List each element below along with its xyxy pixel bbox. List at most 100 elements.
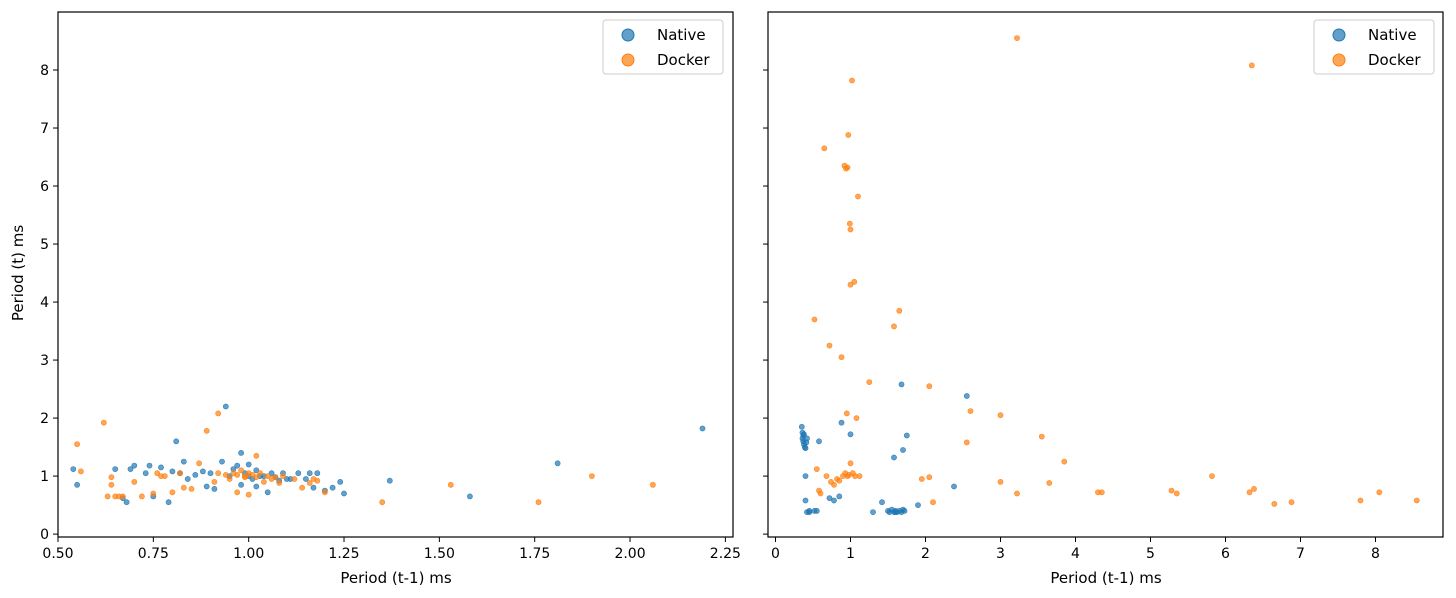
docker-point: [299, 484, 305, 491]
docker-point: [104, 493, 111, 500]
native-point: [180, 458, 187, 465]
docker-point: [314, 477, 321, 484]
docker-point: [853, 415, 860, 421]
native-point: [268, 470, 275, 477]
native-point: [306, 470, 313, 477]
native-point: [329, 484, 336, 491]
docker-point: [226, 476, 233, 482]
native-point: [891, 454, 897, 461]
left-y-tick-label: 8: [40, 63, 49, 79]
native-point: [234, 462, 241, 469]
native-point: [806, 507, 813, 514]
docker-point: [535, 499, 542, 506]
native-point: [826, 495, 833, 501]
legend-label-docker: Docker: [1368, 51, 1421, 69]
native-point: [192, 471, 199, 478]
docker-point: [1413, 497, 1420, 504]
left-y-tick-label: 0: [40, 527, 49, 543]
docker-point: [926, 474, 933, 481]
docker-point: [846, 220, 853, 227]
docker-point: [119, 493, 126, 500]
docker-point: [276, 480, 283, 486]
docker-point: [264, 473, 271, 479]
docker-point: [826, 342, 833, 349]
docker-point: [856, 473, 863, 479]
docker-point: [821, 145, 828, 152]
docker-point: [257, 470, 263, 477]
docker-point: [245, 491, 252, 498]
legend-marker-docker: [621, 53, 635, 67]
docker-point: [1376, 489, 1383, 496]
native-point: [207, 470, 214, 477]
native-point: [146, 462, 153, 469]
native-point: [831, 497, 837, 504]
docker-point: [847, 460, 854, 467]
left-y-tick-label: 3: [40, 353, 49, 369]
docker-point: [253, 474, 260, 481]
left-x-tick-label: 1.50: [424, 546, 455, 562]
docker-point: [817, 490, 824, 497]
docker-point: [215, 410, 222, 417]
docker-point: [847, 226, 854, 233]
legend-label-native: Native: [657, 26, 706, 44]
right-x-tick-label: 0: [771, 546, 780, 562]
native-point: [295, 470, 302, 477]
docker-point: [196, 460, 202, 467]
native-point: [264, 489, 271, 496]
docker-point: [845, 132, 852, 138]
left-y-axis-label: Period (t) ms: [9, 225, 27, 322]
left-x-tick-label: 0.75: [138, 546, 169, 562]
docker-point: [150, 490, 157, 497]
docker-point: [963, 439, 970, 446]
native-point: [699, 425, 706, 432]
docker-point: [930, 499, 936, 506]
docker-point: [1061, 458, 1068, 465]
docker-point: [78, 468, 84, 475]
right-x-tick-label: 7: [1296, 546, 1305, 562]
left-x-tick-label: 2.00: [614, 546, 645, 562]
native-point: [238, 481, 244, 488]
left-x-tick-label: 1.25: [328, 546, 359, 562]
left-y-tick-label: 2: [40, 411, 49, 427]
docker-point: [1246, 489, 1253, 496]
right-x-tick-label: 4: [1071, 546, 1080, 562]
docker-point: [997, 478, 1004, 485]
docker-point: [1098, 489, 1105, 496]
native-point: [142, 470, 149, 477]
docker-point: [843, 165, 849, 172]
native-point: [314, 470, 321, 477]
docker-point: [138, 493, 145, 500]
native-point: [802, 445, 809, 452]
docker-point: [1288, 499, 1295, 506]
native-series: [798, 381, 970, 515]
docker-point: [379, 499, 386, 506]
docker-point: [918, 476, 925, 482]
docker-point: [843, 410, 850, 417]
native-point: [951, 483, 957, 490]
left-y-tick-label: 5: [40, 237, 49, 253]
right-x-tick-label: 6: [1221, 546, 1230, 562]
docker-point: [1357, 497, 1364, 504]
native-point: [169, 468, 176, 475]
docker-point: [997, 412, 1004, 419]
native-point: [963, 393, 970, 399]
native-point: [222, 403, 229, 410]
left-y-tick-label: 7: [40, 121, 49, 137]
docker-point: [211, 478, 218, 485]
native-point: [466, 493, 473, 500]
docker-point: [1251, 485, 1257, 492]
native-point: [836, 493, 843, 500]
docker-point: [847, 281, 854, 288]
docker-point: [1046, 480, 1053, 486]
docker-point: [1168, 487, 1175, 494]
docker-point: [177, 470, 183, 477]
native-point: [903, 432, 910, 439]
native-point: [158, 464, 164, 471]
native-point: [211, 485, 218, 492]
docker-point: [161, 473, 168, 479]
docker-point: [234, 489, 241, 496]
native-point: [253, 483, 260, 490]
docker-point: [306, 480, 313, 486]
docker-point: [650, 481, 656, 488]
docker-point: [74, 441, 80, 448]
